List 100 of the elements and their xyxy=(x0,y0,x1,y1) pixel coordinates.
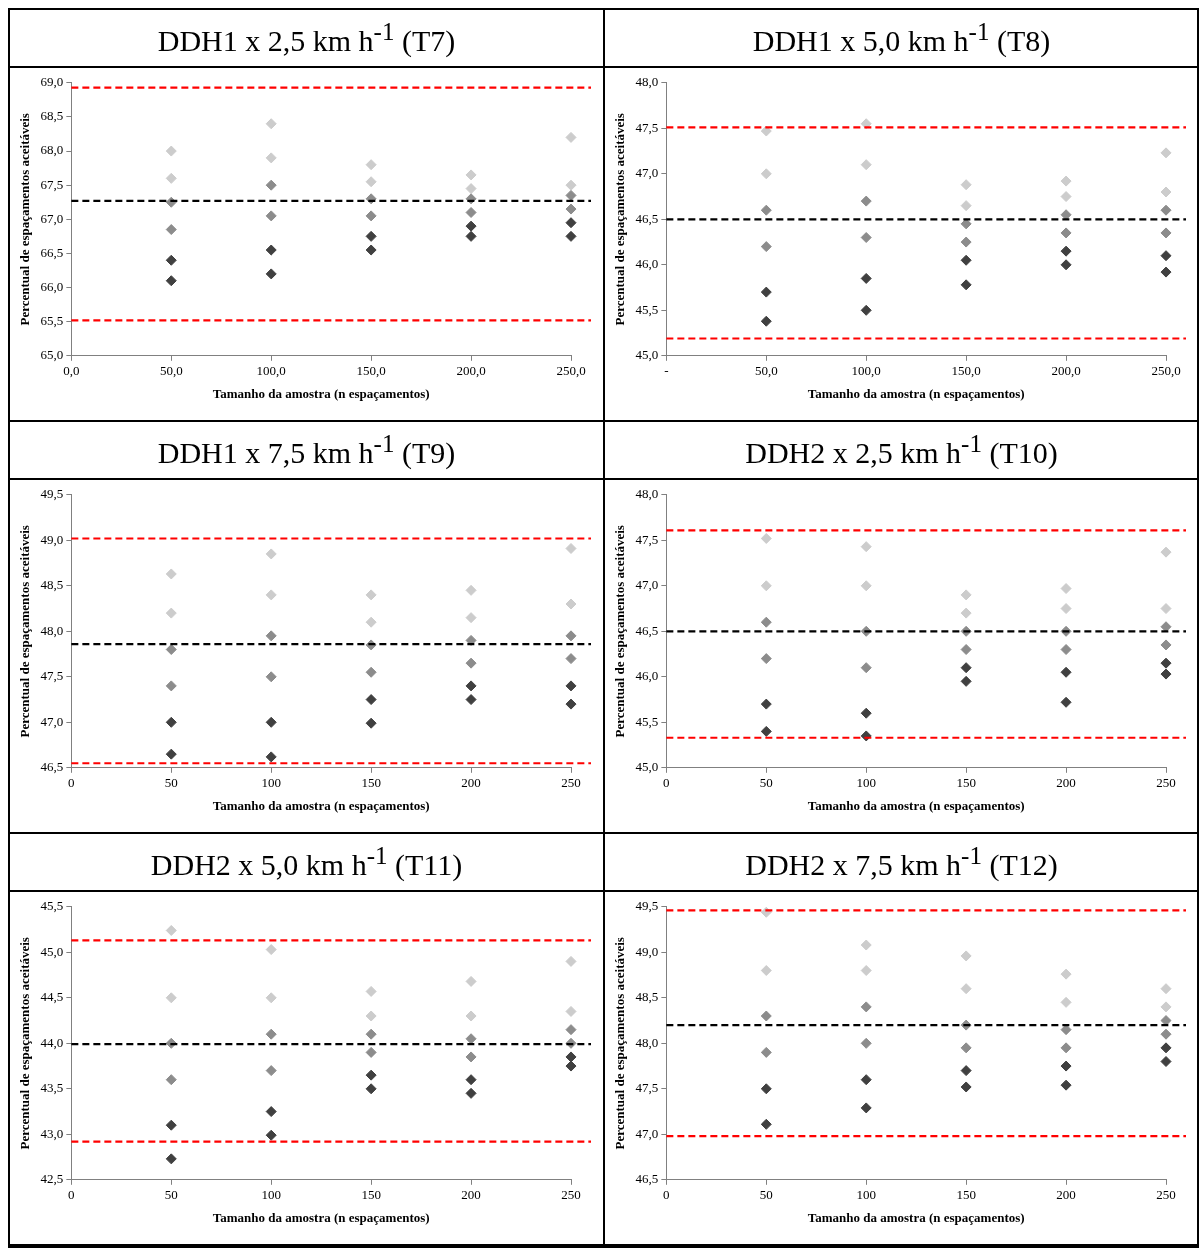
point xyxy=(1060,245,1072,257)
y-tick-label: 48,5 xyxy=(635,989,659,1005)
y-tick-label: 45,0 xyxy=(635,759,659,775)
point xyxy=(265,210,277,222)
y-tick-label: 46,0 xyxy=(635,256,659,272)
point xyxy=(265,630,277,642)
x-tick-label: 200 xyxy=(1056,1187,1076,1203)
point xyxy=(860,580,872,592)
x-tick-label: 200,0 xyxy=(456,363,486,379)
point xyxy=(165,680,177,692)
point xyxy=(365,1028,377,1040)
point xyxy=(760,168,772,180)
point xyxy=(265,944,277,956)
point xyxy=(365,244,377,256)
point xyxy=(565,630,577,642)
point xyxy=(1060,1079,1072,1091)
point xyxy=(465,612,477,624)
y-tick-label: 46,5 xyxy=(635,622,659,638)
chart-title: DDH1 x 5,0 km h$^{-1}$ (T8) xyxy=(752,18,1051,58)
point xyxy=(960,675,972,687)
point xyxy=(1060,996,1072,1008)
y-tick-label: 47,5 xyxy=(635,119,659,135)
point xyxy=(565,653,577,665)
point xyxy=(165,992,177,1004)
chart-title: DDH2 x 7,5 km h$^{-1}$ (T12) xyxy=(745,842,1058,882)
x-tick-label: 150,0 xyxy=(951,363,981,379)
y-tick-label: 65,5 xyxy=(40,313,64,329)
point xyxy=(1160,204,1172,216)
point xyxy=(1160,250,1172,262)
y-tick-label: 49,0 xyxy=(635,943,659,959)
point xyxy=(860,304,872,316)
point xyxy=(265,548,277,560)
point xyxy=(1160,983,1172,995)
y-tick-label: 48,0 xyxy=(40,622,64,638)
point xyxy=(365,230,377,242)
point xyxy=(165,254,177,266)
point xyxy=(365,210,377,222)
point xyxy=(1160,1028,1172,1040)
point xyxy=(165,644,177,655)
point xyxy=(265,244,277,256)
y-tick-label: 46,5 xyxy=(635,1171,659,1187)
point xyxy=(1060,227,1072,239)
y-tick-label: 47,5 xyxy=(40,668,64,684)
point xyxy=(1060,644,1072,655)
point xyxy=(1160,1056,1172,1067)
point xyxy=(265,716,277,728)
point xyxy=(960,983,972,995)
point xyxy=(265,118,277,130)
x-tick-label: 250 xyxy=(561,775,581,791)
point xyxy=(1060,259,1072,271)
point xyxy=(960,1065,972,1077)
point xyxy=(565,680,577,692)
y-tick-label: 47,5 xyxy=(635,531,659,547)
point xyxy=(1160,639,1172,651)
point xyxy=(565,189,577,201)
x-tick-label: 150,0 xyxy=(356,363,386,379)
point xyxy=(1060,191,1072,203)
point xyxy=(960,589,972,601)
point xyxy=(1160,1042,1172,1054)
y-axis-title: Percentual de espaçamentos aceitáveis xyxy=(612,525,628,738)
point xyxy=(565,179,577,191)
point xyxy=(1160,1001,1172,1013)
point xyxy=(465,1051,477,1063)
x-tick-label: 50 xyxy=(164,775,178,791)
point xyxy=(365,1083,377,1095)
y-axis-title: Percentual de espaçamentos aceitáveis xyxy=(17,525,33,738)
point xyxy=(165,748,177,760)
y-tick-label: 47,5 xyxy=(635,1080,659,1096)
point xyxy=(760,580,772,592)
point xyxy=(960,236,972,248)
x-tick-label: 200 xyxy=(461,1187,481,1203)
point xyxy=(265,268,277,280)
y-tick-label: 65,0 xyxy=(40,347,64,363)
point xyxy=(1160,147,1172,159)
point xyxy=(165,172,177,184)
y-tick-label: 46,5 xyxy=(635,210,659,226)
x-axis-title: Tamanho da amostra (n espaçamentos) xyxy=(212,385,430,401)
point xyxy=(860,662,872,674)
point xyxy=(1060,666,1072,678)
y-tick-label: 66,5 xyxy=(40,244,64,260)
x-tick-label: 100 xyxy=(261,1187,281,1203)
point xyxy=(365,159,377,171)
point xyxy=(1160,668,1172,680)
x-axis-title: Tamanho da amostra (n espaçamentos) xyxy=(807,385,1025,401)
point xyxy=(565,1051,577,1063)
point xyxy=(860,541,872,553)
point xyxy=(565,1060,577,1072)
point xyxy=(1160,266,1172,278)
x-tick-label: 200,0 xyxy=(1051,363,1081,379)
point xyxy=(465,975,477,987)
x-axis-title: Tamanho da amostra (n espaçamentos) xyxy=(212,1209,430,1225)
y-tick-label: 48,0 xyxy=(635,486,659,502)
point xyxy=(860,159,872,171)
chart-title: DDH2 x 2,5 km h$^{-1}$ (T10) xyxy=(745,430,1058,470)
y-tick-label: 47,0 xyxy=(40,713,64,729)
point xyxy=(1160,546,1172,558)
point xyxy=(1060,175,1072,187)
point xyxy=(165,1074,177,1086)
point xyxy=(265,992,277,1004)
y-tick-label: 46,5 xyxy=(40,759,64,775)
